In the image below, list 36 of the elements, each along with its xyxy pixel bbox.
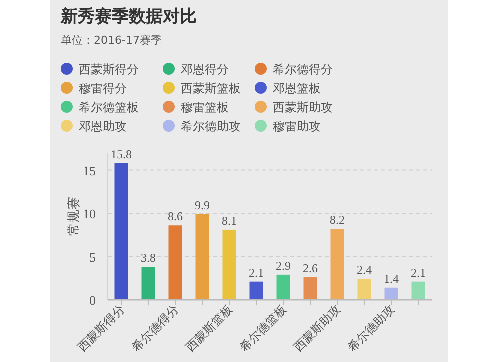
x-tick-label: 西蒙斯助攻 <box>291 302 344 355</box>
y-axis-title: 常规赛 <box>66 197 82 236</box>
legend-label: 西蒙斯篮板 <box>181 82 241 96</box>
legend-label: 穆雷篮板 <box>181 100 229 114</box>
y-tick-label: 5 <box>90 250 96 265</box>
y-tick-label: 0 <box>90 293 96 308</box>
legend-label: 穆雷助攻 <box>273 120 321 134</box>
legend-label: 穆雷得分 <box>79 82 127 96</box>
data-label: 1.4 <box>384 272 399 286</box>
y-tick-label: 10 <box>83 206 96 222</box>
data-label: 2.1 <box>249 266 264 280</box>
x-tick-label: 希尔德得分 <box>129 302 182 355</box>
x-tick-label: 希尔德篮板 <box>237 302 290 355</box>
data-label: 3.8 <box>141 251 156 266</box>
data-label: 15.8 <box>111 147 132 162</box>
legend-label: 西蒙斯助攻 <box>273 100 333 114</box>
data-label: 2.4 <box>357 263 372 278</box>
legend-label: 邓恩得分 <box>181 62 229 76</box>
legend-label: 邓恩助攻 <box>79 120 127 134</box>
data-label: 8.1 <box>222 214 237 228</box>
data-label: 2.1 <box>411 266 426 280</box>
legend-label: 希尔德得分 <box>273 62 333 76</box>
data-label: 8.6 <box>168 210 183 224</box>
data-label: 2.9 <box>276 258 291 273</box>
x-tick-label: 西蒙斯篮板 <box>183 302 236 355</box>
legend-label: 邓恩篮板 <box>273 82 321 96</box>
data-label: 2.6 <box>303 262 318 276</box>
chart-title: 新秀赛季数据对比 <box>60 7 197 27</box>
legend-label: 希尔德篮板 <box>79 100 139 114</box>
data-label: 8.2 <box>330 213 345 228</box>
y-tick-label: 15 <box>83 163 96 178</box>
chart-subtitle: 单位：2016-17赛季 <box>61 34 162 47</box>
legend-label: 希尔德助攻 <box>181 120 241 134</box>
data-label: 9.9 <box>195 198 210 212</box>
x-tick-label: 希尔德助攻 <box>345 302 398 355</box>
legend-label: 西蒙斯得分 <box>79 62 139 76</box>
